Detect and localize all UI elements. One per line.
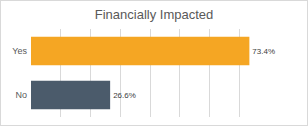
svg-text:73.4%: 73.4% xyxy=(252,47,275,56)
svg-text:No: No xyxy=(15,90,27,100)
svg-text:Financially Impacted: Financially Impacted xyxy=(95,7,214,22)
svg-text:26.6%: 26.6% xyxy=(113,91,136,100)
svg-text:Yes: Yes xyxy=(12,46,27,56)
